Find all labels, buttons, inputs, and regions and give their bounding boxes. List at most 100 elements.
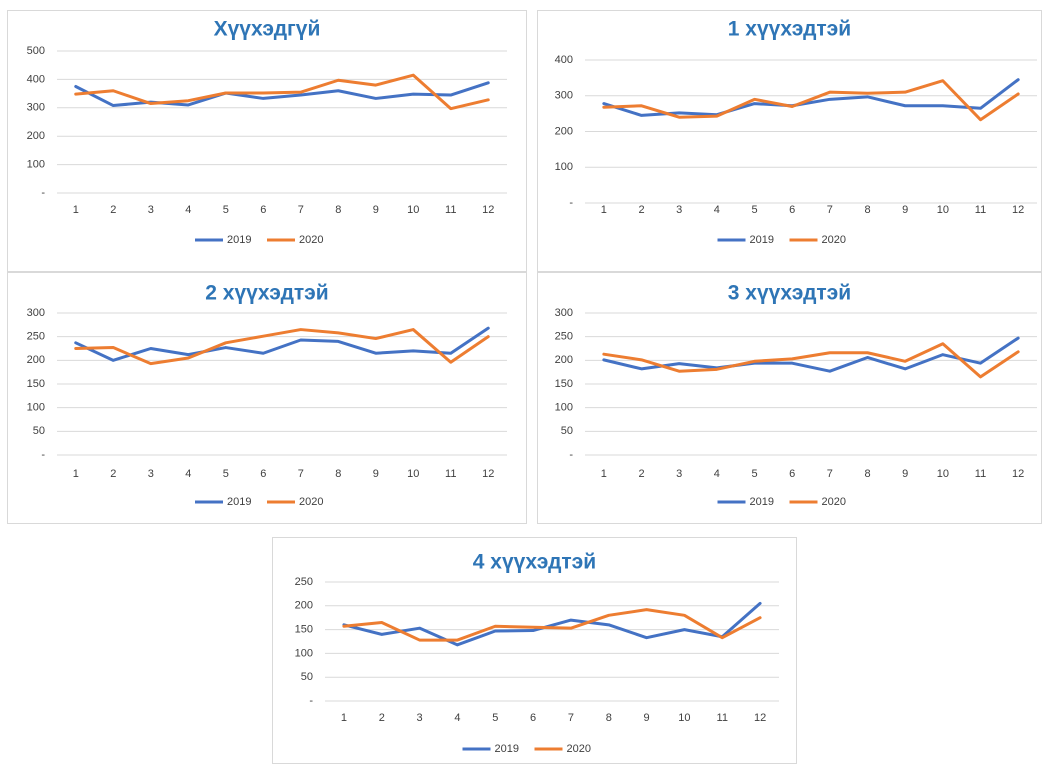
x-tick-label: 4: [185, 468, 191, 480]
legend-label: 2019: [750, 496, 774, 508]
x-tick-label: 7: [827, 468, 833, 480]
legend-label: 2020: [299, 234, 323, 246]
y-tick-label: 250: [555, 331, 573, 343]
legend-label: 2019: [750, 234, 774, 246]
y-tick-label: 100: [555, 161, 573, 173]
y-tick-label: 100: [555, 402, 573, 414]
y-tick-label: 150: [555, 378, 573, 390]
y-tick-label: 300: [555, 307, 573, 319]
y-tick-label: 100: [295, 647, 313, 659]
x-tick-label: 8: [335, 468, 341, 480]
chart-title: 2 хүүхэдтэй: [205, 282, 328, 305]
x-tick-label: 11: [445, 468, 456, 480]
panel-border: [272, 537, 797, 764]
x-tick-label: 4: [714, 468, 720, 480]
x-tick-label: 5: [223, 204, 229, 216]
x-tick-label: 2: [638, 204, 644, 216]
x-tick-label: 11: [975, 468, 986, 480]
x-tick-label: 11: [717, 712, 728, 724]
x-tick-label: 12: [482, 204, 494, 216]
x-tick-label: 6: [789, 468, 795, 480]
x-tick-label: 1: [341, 712, 347, 724]
y-tick-label: 300: [27, 102, 45, 114]
y-tick-label: 100: [27, 159, 45, 171]
y-tick-label: 50: [301, 671, 313, 683]
y-tick-label: 400: [555, 54, 573, 66]
x-tick-label: 3: [148, 468, 154, 480]
series-line: [602, 336, 1020, 373]
x-tick-label: 6: [789, 204, 795, 216]
legend-label: 2019: [227, 234, 251, 246]
legend-label: 2019: [495, 743, 519, 755]
x-tick-label: 2: [110, 468, 116, 480]
legend-label: 2020: [822, 234, 846, 246]
panel-border: [537, 272, 1042, 524]
y-tick-label: -: [569, 449, 573, 461]
x-tick-label: 10: [937, 468, 949, 480]
y-tick-label: 200: [27, 354, 45, 366]
x-tick-label: 7: [298, 204, 304, 216]
x-tick-label: 10: [407, 204, 419, 216]
x-tick-label: 1: [73, 468, 79, 480]
series-line: [602, 79, 1020, 122]
x-tick-label: 10: [407, 468, 419, 480]
x-tick-label: 12: [482, 468, 494, 480]
x-tick-label: 5: [492, 712, 498, 724]
chart-title: 3 хүүхэдтэй: [728, 282, 851, 305]
chart-title: 4 хүүхэдтэй: [473, 551, 596, 574]
y-tick-label: 200: [27, 130, 45, 142]
x-tick-label: 7: [568, 712, 574, 724]
x-tick-label: 2: [110, 204, 116, 216]
series-line: [74, 73, 490, 111]
x-tick-label: 9: [902, 468, 908, 480]
x-tick-label: 8: [335, 204, 341, 216]
x-tick-label: 4: [714, 204, 720, 216]
y-tick-label: 250: [295, 576, 313, 588]
legend-label: 2020: [822, 496, 846, 508]
x-tick-label: 2: [638, 468, 644, 480]
legend-label: 2019: [227, 496, 251, 508]
x-tick-label: 4: [185, 204, 191, 216]
x-tick-label: 6: [260, 468, 266, 480]
series-line: [342, 601, 762, 647]
chart-title: 1 хүүхэдтэй: [728, 18, 851, 41]
x-tick-label: 8: [864, 468, 870, 480]
series-line: [74, 326, 490, 362]
panel-border: [7, 10, 527, 272]
y-tick-label: -: [41, 449, 45, 461]
x-tick-label: 1: [601, 468, 607, 480]
chart-title: Хүүхэдгүй: [214, 18, 321, 41]
y-tick-label: 100: [27, 402, 45, 414]
x-tick-label: 2: [379, 712, 385, 724]
y-tick-label: 500: [27, 45, 45, 57]
y-tick-label: -: [309, 695, 313, 707]
x-tick-label: 9: [373, 204, 379, 216]
y-tick-label: 300: [27, 307, 45, 319]
y-tick-label: 150: [27, 378, 45, 390]
x-tick-label: 5: [223, 468, 229, 480]
x-tick-label: 9: [373, 468, 379, 480]
y-tick-label: 200: [555, 125, 573, 137]
x-tick-label: 10: [678, 712, 690, 724]
x-tick-label: 5: [751, 204, 757, 216]
x-tick-label: 1: [601, 204, 607, 216]
y-tick-label: 150: [295, 624, 313, 636]
y-tick-label: 400: [27, 73, 45, 85]
legend-label: 2020: [567, 743, 591, 755]
y-tick-label: 50: [33, 425, 45, 437]
series-line: [602, 342, 1020, 379]
x-tick-label: 4: [454, 712, 460, 724]
x-tick-label: 6: [260, 204, 266, 216]
x-tick-label: 3: [417, 712, 423, 724]
x-tick-label: 9: [902, 204, 908, 216]
x-tick-label: 3: [148, 204, 154, 216]
series-line: [74, 328, 490, 366]
y-tick-label: -: [569, 197, 573, 209]
y-tick-label: 200: [555, 354, 573, 366]
series-line: [602, 78, 1020, 117]
x-tick-label: 8: [864, 204, 870, 216]
x-tick-label: 1: [73, 204, 79, 216]
x-tick-label: 12: [1012, 468, 1024, 480]
